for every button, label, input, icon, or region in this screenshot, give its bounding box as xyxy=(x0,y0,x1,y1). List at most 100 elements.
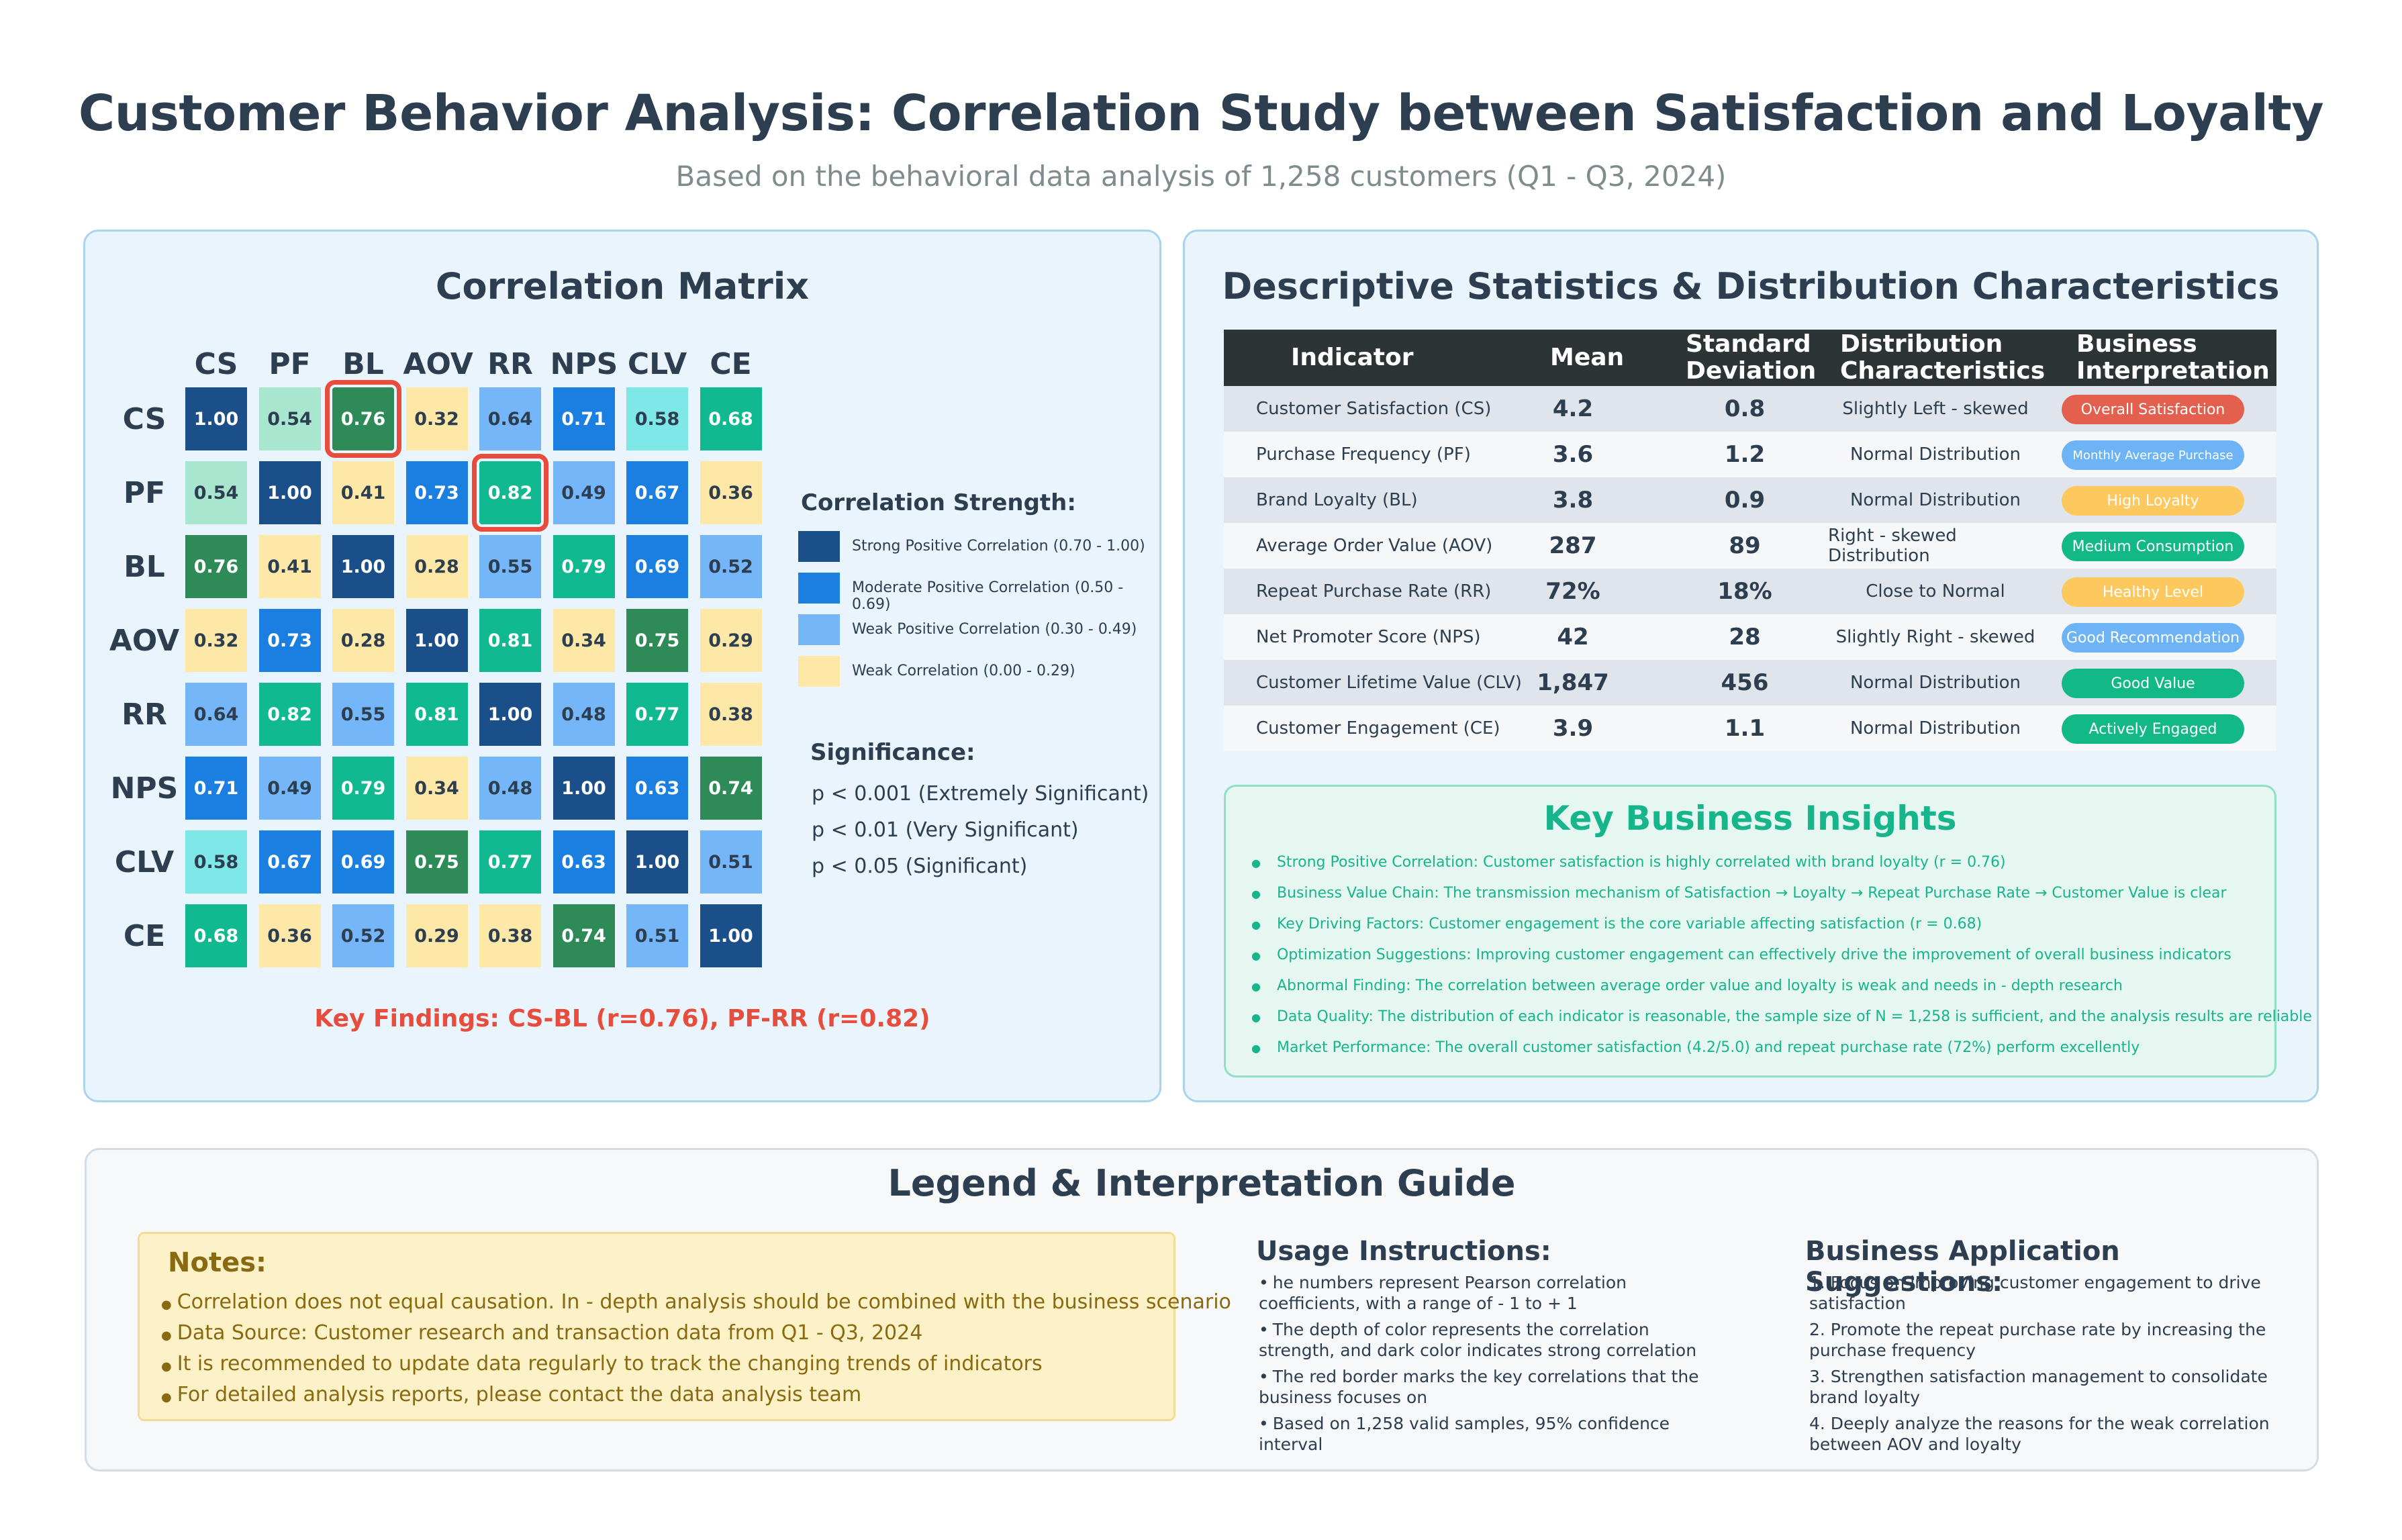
matrix-cell: 0.75 xyxy=(626,609,688,672)
usage-item: The red border marks the key correlation… xyxy=(1259,1366,1729,1408)
matrix-cell: 1.00 xyxy=(258,461,321,524)
cell-distribution: Slightly Right - skewed xyxy=(1835,627,2035,647)
matrix-col-label: CLV xyxy=(627,347,687,381)
correlation-matrix: 1.00 0.54 0.76 0.32 0.64 0.71 0.58 0.68 0.54 1.00… xyxy=(85,232,1159,1104)
key-insights-box: Key Business Insights Strong Positive Co… xyxy=(1224,785,2312,1077)
matrix-cell: 0.79 xyxy=(332,757,394,820)
interpretation-badge: Medium Consumption xyxy=(2062,532,2244,561)
matrix-col-label: RR xyxy=(487,347,533,381)
matrix-cell: 0.55 xyxy=(479,535,541,598)
legend-swatch-strong xyxy=(798,531,840,562)
usage-instructions-title: Usage Instructions: xyxy=(1256,1236,1551,1267)
cell-distribution: Normal Distribution xyxy=(1849,718,2021,738)
cell-sd: 1.1 xyxy=(1724,715,1766,742)
significance-item: p < 0.05 (Significant) xyxy=(812,855,1028,878)
matrix-cell: 0.41 xyxy=(258,535,321,598)
cell-indicator: Purchase Frequency (PF) xyxy=(1256,444,1471,465)
legend-swatch-very-weak xyxy=(798,656,840,687)
matrix-cell: 0.76 xyxy=(185,535,247,598)
insight-item: Strong Positive Correlation: Customer sa… xyxy=(1251,854,2006,871)
cell-distribution: Normal Distribution xyxy=(1849,444,2021,465)
matrix-row-label: PF xyxy=(123,476,166,510)
matrix-cell: 1.00 xyxy=(332,535,394,598)
cell-sd: 89 xyxy=(1729,532,1761,559)
cell-mean: 1,847 xyxy=(1537,669,1609,696)
matrix-cell: 0.82 xyxy=(258,683,321,746)
matrix-cell: 0.71 xyxy=(553,387,615,450)
matrix-cell: 0.29 xyxy=(700,609,762,672)
cell-indicator: Customer Engagement (CE) xyxy=(1256,718,1500,738)
cell-mean: 287 xyxy=(1549,532,1597,559)
cell-mean: 3.9 xyxy=(1552,715,1594,742)
table-row: Customer Lifetime Value (CLV) 1,847 456 Nor… xyxy=(1224,660,2276,706)
note-item: Correlation does not equal causation. In… xyxy=(161,1290,1231,1314)
cell-indicator: Repeat Purchase Rate (RR) xyxy=(1256,581,1492,601)
notes-box: Notes: Correlation does not equal causat… xyxy=(138,1232,1231,1421)
matrix-cell: 1.00 xyxy=(405,609,468,672)
business-suggestions-title: Business Application Suggestions: xyxy=(1805,1236,2120,1298)
page-subtitle: Based on the behavioral data analysis of… xyxy=(675,160,1727,193)
matrix-cell: 0.36 xyxy=(258,904,321,967)
matrix-cell: 1.00 xyxy=(553,757,615,820)
correlation-panel: Correlation Matrix 1.00 0.54 0.76 0.32 0.64 0… xyxy=(83,230,1161,1102)
legend-guide-title: Legend & Interpretation Guide xyxy=(887,1162,1516,1204)
matrix-cell: 0.51 xyxy=(700,830,762,894)
matrix-cell: 0.81 xyxy=(479,609,541,672)
significance-item: p < 0.001 (Extremely Significant) xyxy=(812,782,1149,806)
header-interpretation: Business Interpretation xyxy=(2076,330,2270,385)
usage-item: The depth of color represents the correl… xyxy=(1259,1319,1729,1361)
header-mean: Mean xyxy=(1550,344,1625,371)
interpretation-badge: Good Recommendation xyxy=(2062,623,2244,653)
matrix-cell: 0.74 xyxy=(700,757,762,820)
legend-swatch-moderate xyxy=(798,573,840,604)
matrix-cell: 0.34 xyxy=(553,609,615,672)
note-item: For detailed analysis reports, please co… xyxy=(161,1383,861,1406)
matrix-cell: 0.74 xyxy=(553,904,615,967)
matrix-col-label: CS xyxy=(194,347,238,381)
suggestion-item: 1. Focus on improving customer engagemen… xyxy=(1809,1273,2261,1313)
table-row: Net Promoter Score (NPS) 42 28 Slightly Rig… xyxy=(1224,614,2276,660)
matrix-cell: 0.32 xyxy=(185,609,247,672)
insight-item: Optimization Suggestions: Improving cust… xyxy=(1251,947,2231,963)
table-row: Purchase Frequency (PF) 3.6 1.2 Normal Dist… xyxy=(1224,432,2276,477)
legend-swatch-weak xyxy=(798,614,840,645)
matrix-row-label: RR xyxy=(122,697,167,732)
matrix-cell: 0.52 xyxy=(332,904,394,967)
matrix-cell: 0.69 xyxy=(332,830,394,894)
matrix-cell: 0.38 xyxy=(479,904,541,967)
cell-indicator: Customer Satisfaction (CS) xyxy=(1256,399,1492,419)
matrix-row-label: NPS xyxy=(110,771,179,806)
table-header: Indicator Mean Standard Deviation Distri… xyxy=(1224,330,2276,386)
suggestion-item: 3. Strengthen satisfaction management to… xyxy=(1809,1367,2268,1407)
matrix-row-label: CE xyxy=(123,919,166,953)
matrix-cell: 0.73 xyxy=(405,461,468,524)
cell-distribution: Close to Normal xyxy=(1866,581,2005,601)
matrix-cell: 0.58 xyxy=(626,387,688,450)
matrix-cell: 0.28 xyxy=(405,535,468,598)
matrix-cell: 0.77 xyxy=(479,830,541,894)
note-item: It is recommended to update data regular… xyxy=(161,1352,1043,1376)
cell-sd: 456 xyxy=(1721,669,1769,696)
matrix-col-label: AOV xyxy=(403,347,473,381)
significance-item: p < 0.01 (Very Significant) xyxy=(812,818,1079,842)
matrix-col-label: NPS xyxy=(550,347,618,381)
matrix-row-label: CS xyxy=(122,402,166,436)
suggestion-item: 4. Deeply analyze the reasons for the we… xyxy=(1809,1414,2270,1454)
matrix-col-label: PF xyxy=(269,347,311,381)
insight-item: Market Performance: The overall customer… xyxy=(1251,1039,2140,1056)
header-standard-deviation: Standard Deviation xyxy=(1686,330,1817,385)
matrix-cell: 0.64 xyxy=(479,387,541,450)
matrix-cell: 0.34 xyxy=(405,757,468,820)
legend-guide-panel: Legend & Interpretation Guide Notes: Cor… xyxy=(85,1148,2319,1472)
matrix-cell: 0.54 xyxy=(258,387,321,450)
cell-sd: 1.2 xyxy=(1724,441,1766,468)
cell-mean: 4.2 xyxy=(1552,395,1594,422)
cell-sd: 28 xyxy=(1729,624,1761,651)
cell-distribution: Normal Distribution xyxy=(1849,673,2021,693)
matrix-row-label: BL xyxy=(124,550,165,584)
matrix-cell: 0.82 xyxy=(472,454,548,532)
key-findings: Key Findings: CS-BL (r=0.76), PF-RR (r=0… xyxy=(314,1005,930,1032)
cell-indicator: Customer Lifetime Value (CLV) xyxy=(1256,673,1522,693)
matrix-cell: 0.64 xyxy=(185,683,247,746)
cell-sd: 18% xyxy=(1717,578,1772,605)
